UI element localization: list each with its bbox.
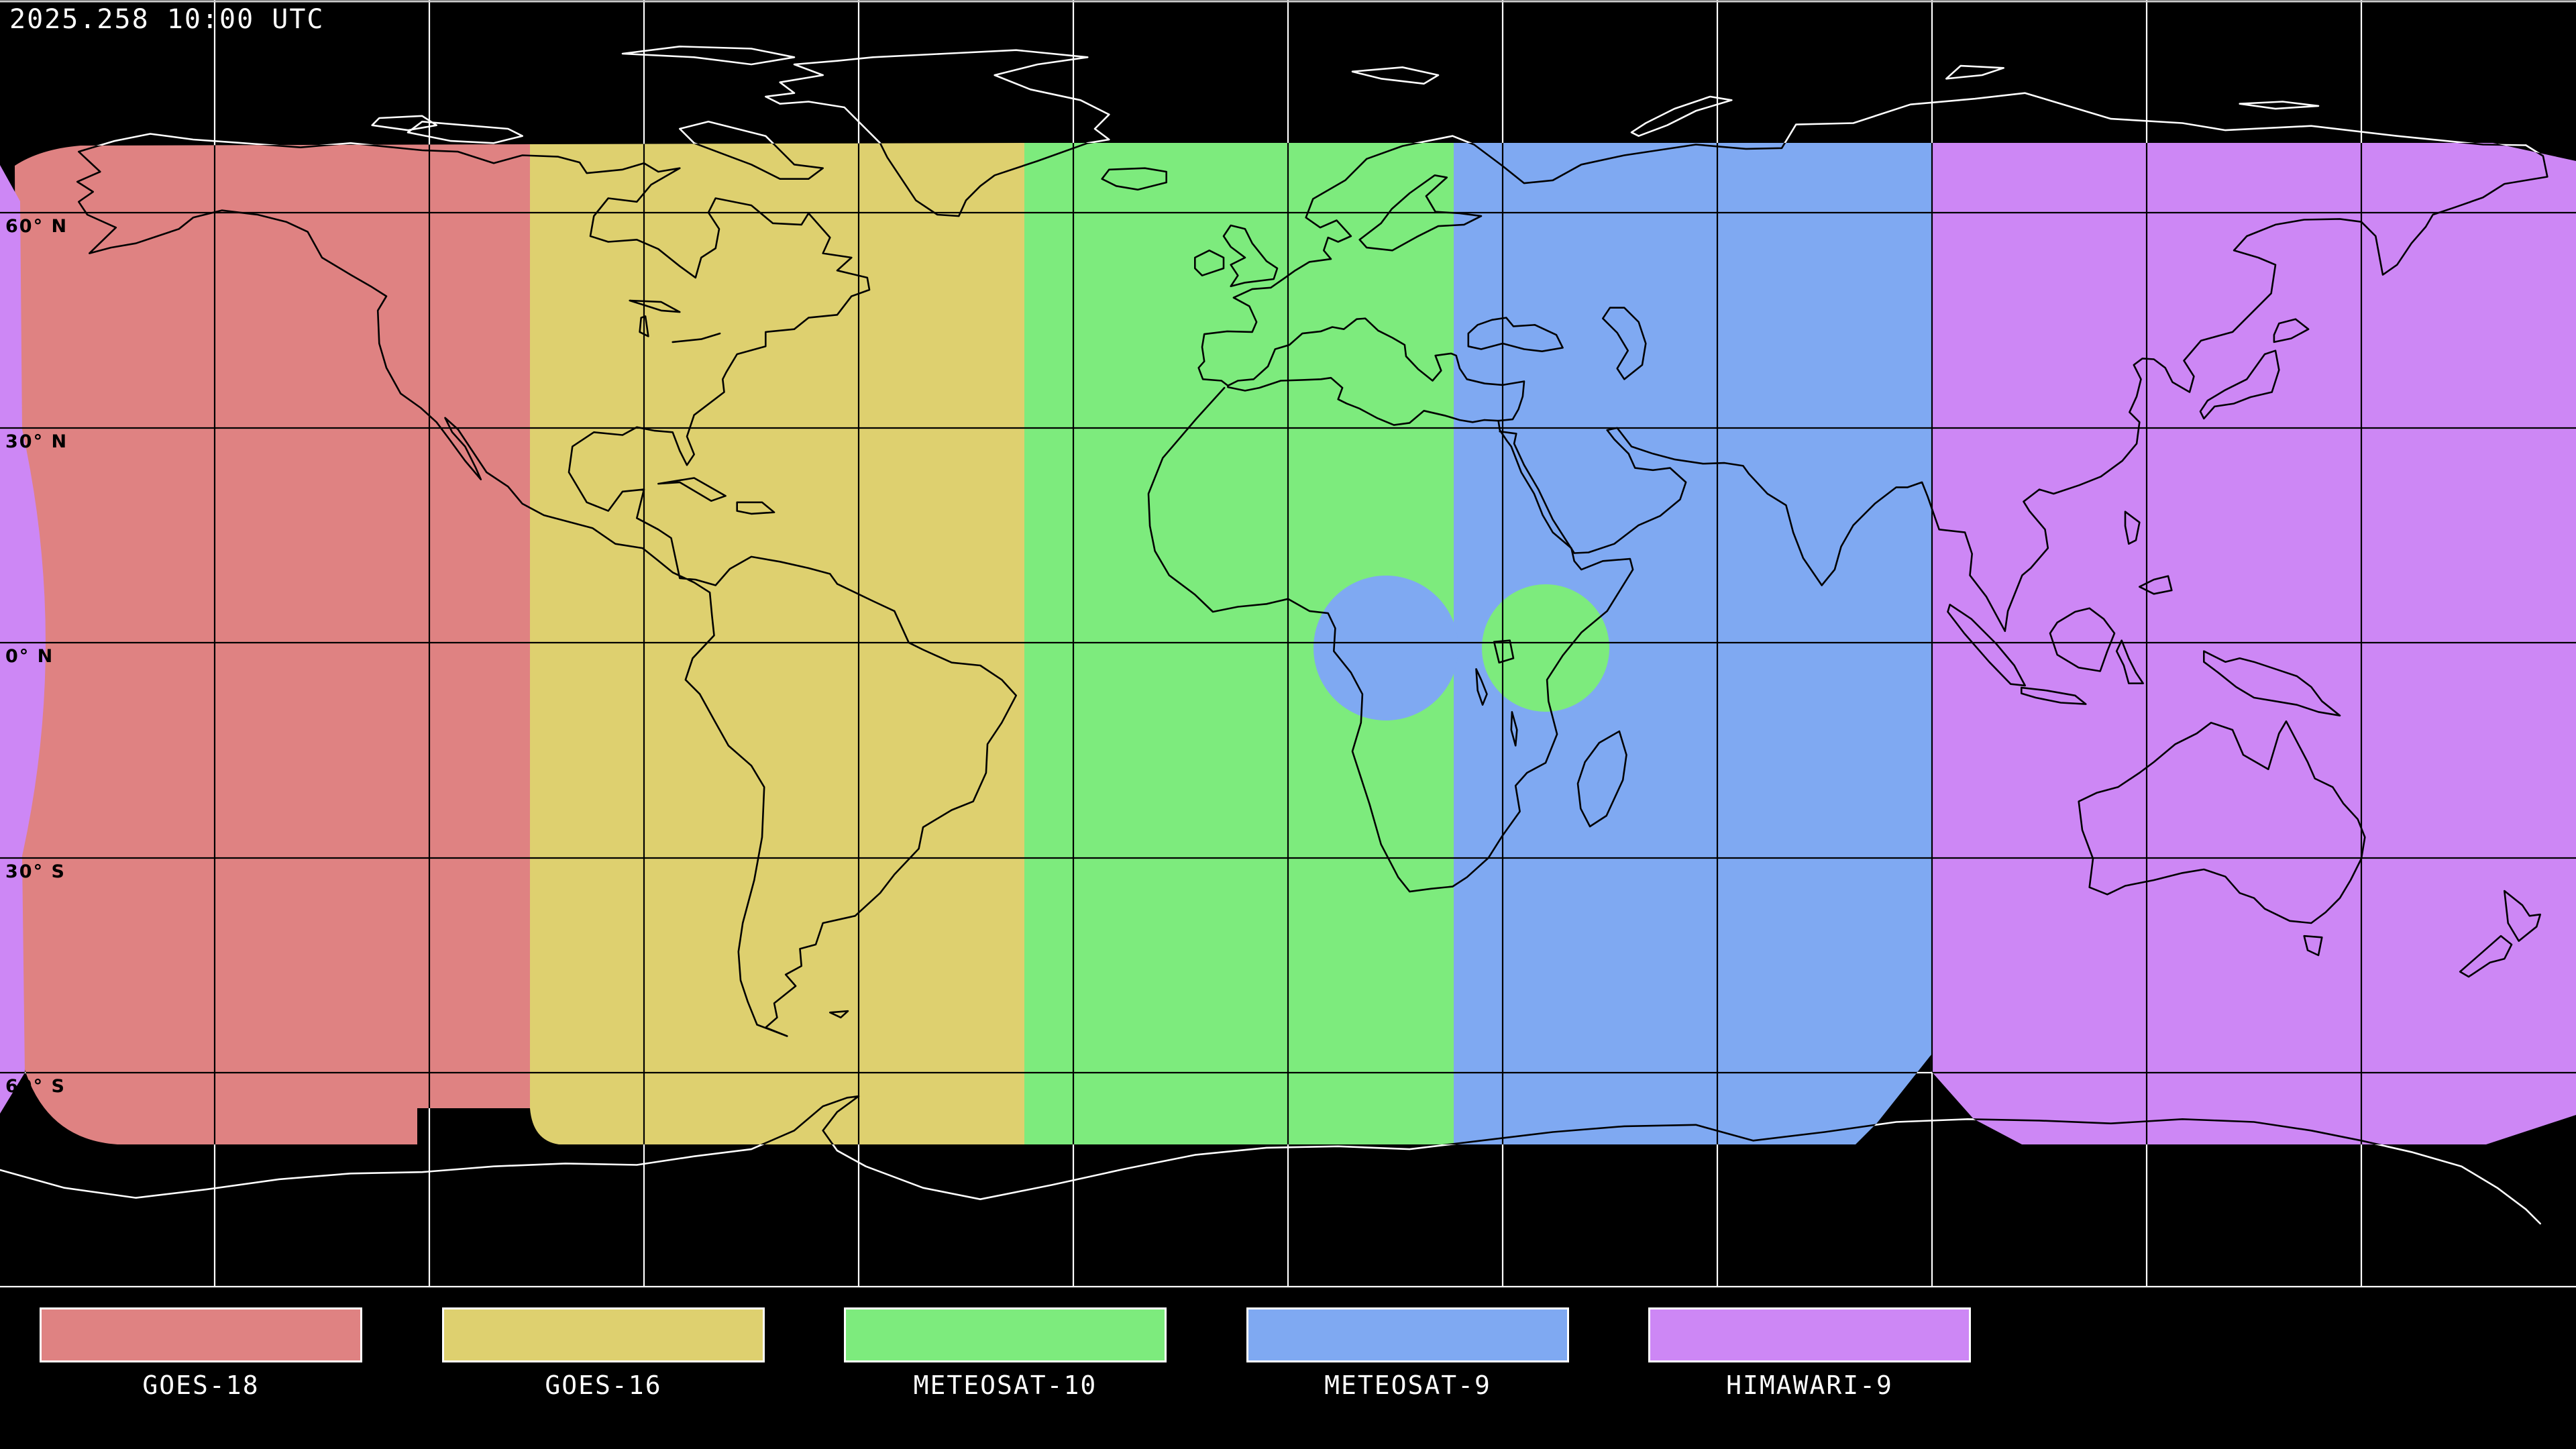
zone-goes-18	[15, 144, 530, 1144]
legend-swatch-goes-18	[40, 1307, 362, 1362]
legend-item-himawari-9: HIMAWARI-9	[1648, 1307, 1971, 1400]
coverage-map-svg	[0, 0, 2576, 1288]
legend: GOES-18 GOES-16 METEOSAT-10 METEOSAT-9 H…	[0, 1288, 2576, 1449]
zone-himawari-9	[1931, 143, 2576, 1144]
subcoverage-circle-blue	[1313, 576, 1458, 720]
legend-item-goes-18: GOES-18	[40, 1307, 362, 1400]
legend-item-meteosat-9: METEOSAT-9	[1246, 1307, 1569, 1400]
legend-item-goes-16: GOES-16	[442, 1307, 765, 1400]
latitude-label-60s: 60° S	[5, 1076, 66, 1097]
legend-label-goes-16: GOES-16	[545, 1371, 662, 1400]
world-coverage-map: 2025.258 10:00 UTC 60° N 30° N 0° N 30° …	[0, 0, 2576, 1288]
legend-swatch-goes-16	[442, 1307, 765, 1362]
latitude-label-60n: 60° N	[5, 216, 68, 237]
subcoverage-circle-green	[1482, 584, 1609, 712]
coverage-zones	[0, 143, 2576, 1144]
legend-label-himawari-9: HIMAWARI-9	[1726, 1371, 1893, 1400]
legend-swatch-meteosat-10	[844, 1307, 1167, 1362]
latitude-label-30s: 30° S	[5, 861, 66, 882]
legend-swatch-himawari-9	[1648, 1307, 1971, 1362]
timestamp: 2025.258 10:00 UTC	[9, 4, 325, 35]
latitude-label-30n: 30° N	[5, 431, 68, 452]
gridlines-dark	[0, 0, 2576, 1287]
legend-label-meteosat-9: METEOSAT-9	[1324, 1371, 1491, 1400]
legend-item-meteosat-10: METEOSAT-10	[844, 1307, 1167, 1400]
legend-swatch-meteosat-9	[1246, 1307, 1569, 1362]
legend-label-goes-18: GOES-18	[142, 1371, 260, 1400]
zone-goes-16	[530, 143, 1024, 1144]
legend-label-meteosat-10: METEOSAT-10	[913, 1371, 1097, 1400]
latitude-label-0n: 0° N	[5, 646, 54, 667]
